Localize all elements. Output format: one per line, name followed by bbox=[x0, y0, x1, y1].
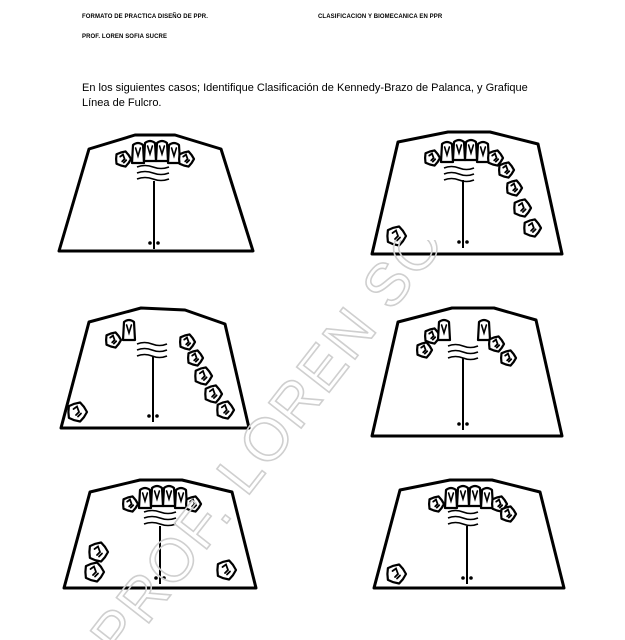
tooth bbox=[523, 218, 543, 238]
incisive-dot bbox=[154, 576, 158, 580]
incisive-dot bbox=[147, 414, 151, 418]
incisive-dot bbox=[465, 240, 469, 244]
tooth bbox=[500, 505, 518, 523]
incisor-tooth bbox=[154, 139, 170, 163]
tooth bbox=[184, 495, 203, 513]
tooth bbox=[423, 327, 442, 345]
incisive-dot bbox=[148, 241, 152, 245]
arch-outline bbox=[57, 133, 255, 253]
incisor-tooth bbox=[479, 486, 495, 510]
incisor-tooth bbox=[137, 486, 153, 510]
arch-outline bbox=[370, 306, 564, 438]
tooth bbox=[487, 335, 506, 353]
incisor-tooth bbox=[451, 138, 467, 162]
tooth bbox=[500, 349, 518, 367]
incisive-dot bbox=[155, 414, 159, 418]
arch-outline bbox=[370, 130, 564, 256]
header-format-title: FORMATO DE PRACTICA DISEÑO DE PPR. bbox=[82, 14, 208, 20]
incisor-tooth bbox=[467, 484, 483, 508]
tooth bbox=[498, 161, 516, 179]
incisor-tooth bbox=[475, 140, 491, 164]
dental-arch-case-4 bbox=[370, 306, 564, 438]
arch-outline bbox=[372, 478, 566, 590]
incisive-dot bbox=[469, 576, 473, 580]
incisor-tooth bbox=[173, 486, 189, 510]
incisive-dot bbox=[162, 576, 166, 580]
tooth bbox=[423, 149, 442, 167]
tooth bbox=[486, 149, 505, 167]
tooth bbox=[506, 179, 524, 197]
incisor-tooth bbox=[439, 140, 455, 164]
tooth bbox=[216, 400, 236, 420]
palatal-rugae bbox=[443, 165, 475, 183]
dental-arch-case-5 bbox=[62, 478, 258, 590]
incisor-tooth bbox=[130, 141, 146, 165]
palatal-rugae bbox=[143, 509, 177, 527]
palatal-rugae bbox=[447, 509, 479, 527]
dental-arch-case-3 bbox=[59, 306, 251, 430]
tooth bbox=[187, 349, 205, 367]
incisor-tooth bbox=[121, 318, 137, 342]
tooth bbox=[386, 225, 408, 247]
incisor-tooth bbox=[161, 484, 177, 508]
incisive-dot bbox=[457, 422, 461, 426]
incisor-tooth bbox=[166, 141, 182, 165]
tooth bbox=[427, 495, 446, 513]
incisor-tooth bbox=[436, 318, 452, 342]
tooth bbox=[67, 401, 89, 423]
tooth bbox=[178, 333, 197, 351]
incisive-dot bbox=[461, 576, 465, 580]
tooth bbox=[104, 331, 123, 349]
incisor-tooth bbox=[455, 484, 471, 508]
tooth bbox=[114, 150, 133, 168]
instructions-text: En los siguientes casos; Identifique Cla… bbox=[82, 82, 528, 109]
incisive-dot bbox=[457, 240, 461, 244]
dental-arch-case-2 bbox=[370, 130, 564, 256]
tooth bbox=[194, 366, 214, 386]
palatal-rugae bbox=[136, 164, 170, 182]
incisor-tooth bbox=[463, 138, 479, 162]
tooth bbox=[177, 150, 196, 168]
incisive-dot bbox=[156, 241, 160, 245]
header-topic-title: CLASIFICACION Y BIOMECANICA EN PPR bbox=[318, 14, 443, 20]
tooth bbox=[84, 561, 106, 583]
dental-arch-case-6 bbox=[372, 478, 566, 590]
tooth bbox=[88, 541, 110, 563]
header-professor: PROF. LOREN SOFIA SUCRE bbox=[82, 34, 168, 40]
tooth bbox=[204, 384, 224, 404]
incisor-tooth bbox=[443, 486, 459, 510]
incisor-tooth bbox=[149, 484, 165, 508]
incisor-tooth bbox=[476, 318, 492, 342]
tooth bbox=[386, 563, 408, 585]
incisor-tooth bbox=[142, 139, 158, 163]
tooth bbox=[121, 495, 140, 513]
tooth bbox=[415, 341, 434, 359]
tooth bbox=[216, 559, 238, 581]
incisive-dot bbox=[465, 422, 469, 426]
dental-arch-case-1 bbox=[57, 133, 255, 253]
tooth bbox=[513, 198, 533, 218]
